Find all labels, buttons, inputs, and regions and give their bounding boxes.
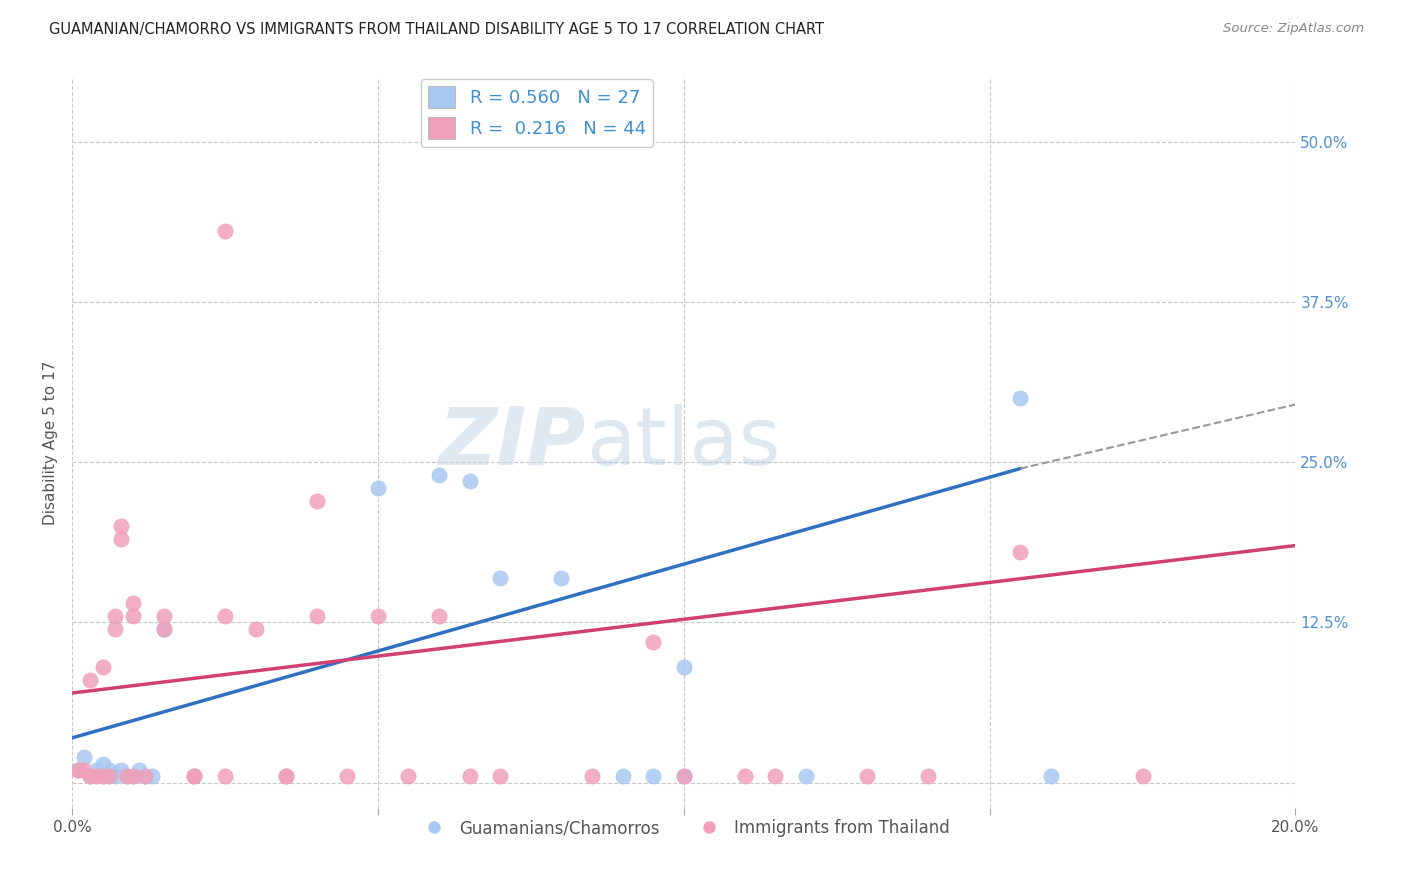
Point	[581, 769, 603, 783]
Point	[115, 769, 138, 783]
Point	[1010, 391, 1032, 405]
Point	[104, 622, 127, 636]
Point	[1039, 769, 1062, 783]
Point	[398, 769, 420, 783]
Text: Source: ZipAtlas.com: Source: ZipAtlas.com	[1223, 22, 1364, 36]
Point	[214, 769, 236, 783]
Point	[122, 596, 145, 610]
Point	[274, 769, 297, 783]
Point	[183, 769, 205, 783]
Point	[67, 763, 90, 777]
Point	[489, 571, 512, 585]
Point	[458, 475, 481, 489]
Point	[183, 769, 205, 783]
Point	[79, 673, 101, 688]
Point	[152, 622, 174, 636]
Point	[104, 609, 127, 624]
Point	[86, 763, 108, 777]
Point	[367, 609, 389, 624]
Point	[97, 769, 120, 783]
Point	[128, 763, 150, 777]
Point	[672, 769, 695, 783]
Point	[67, 763, 90, 777]
Point	[305, 609, 328, 624]
Point	[91, 756, 114, 771]
Point	[458, 769, 481, 783]
Point	[245, 622, 267, 636]
Point	[489, 769, 512, 783]
Point	[856, 769, 879, 783]
Point	[765, 769, 787, 783]
Point	[336, 769, 359, 783]
Legend: Guamanians/Chamorros, Immigrants from Thailand: Guamanians/Chamorros, Immigrants from Th…	[411, 813, 957, 844]
Point	[152, 609, 174, 624]
Point	[91, 769, 114, 783]
Text: GUAMANIAN/CHAMORRO VS IMMIGRANTS FROM THAILAND DISABILITY AGE 5 TO 17 CORRELATIO: GUAMANIAN/CHAMORRO VS IMMIGRANTS FROM TH…	[49, 22, 824, 37]
Point	[672, 769, 695, 783]
Point	[672, 660, 695, 674]
Point	[550, 571, 572, 585]
Point	[367, 481, 389, 495]
Point	[134, 769, 156, 783]
Point	[1132, 769, 1154, 783]
Point	[152, 622, 174, 636]
Point	[134, 769, 156, 783]
Point	[734, 769, 756, 783]
Point	[612, 769, 634, 783]
Point	[110, 532, 132, 546]
Point	[427, 609, 450, 624]
Text: atlas: atlas	[586, 404, 780, 482]
Point	[73, 750, 96, 764]
Point	[214, 224, 236, 238]
Point	[1010, 545, 1032, 559]
Point	[115, 769, 138, 783]
Point	[794, 769, 817, 783]
Point	[141, 769, 163, 783]
Point	[122, 609, 145, 624]
Point	[643, 634, 665, 648]
Point	[214, 609, 236, 624]
Point	[86, 769, 108, 783]
Point	[104, 769, 127, 783]
Point	[79, 769, 101, 783]
Point	[427, 468, 450, 483]
Y-axis label: Disability Age 5 to 17: Disability Age 5 to 17	[44, 361, 58, 525]
Point	[305, 493, 328, 508]
Point	[122, 769, 145, 783]
Point	[917, 769, 939, 783]
Point	[643, 769, 665, 783]
Point	[91, 660, 114, 674]
Point	[274, 769, 297, 783]
Point	[110, 519, 132, 533]
Point	[110, 763, 132, 777]
Point	[97, 763, 120, 777]
Point	[73, 763, 96, 777]
Point	[79, 769, 101, 783]
Point	[122, 769, 145, 783]
Text: ZIP: ZIP	[439, 404, 586, 482]
Point	[91, 769, 114, 783]
